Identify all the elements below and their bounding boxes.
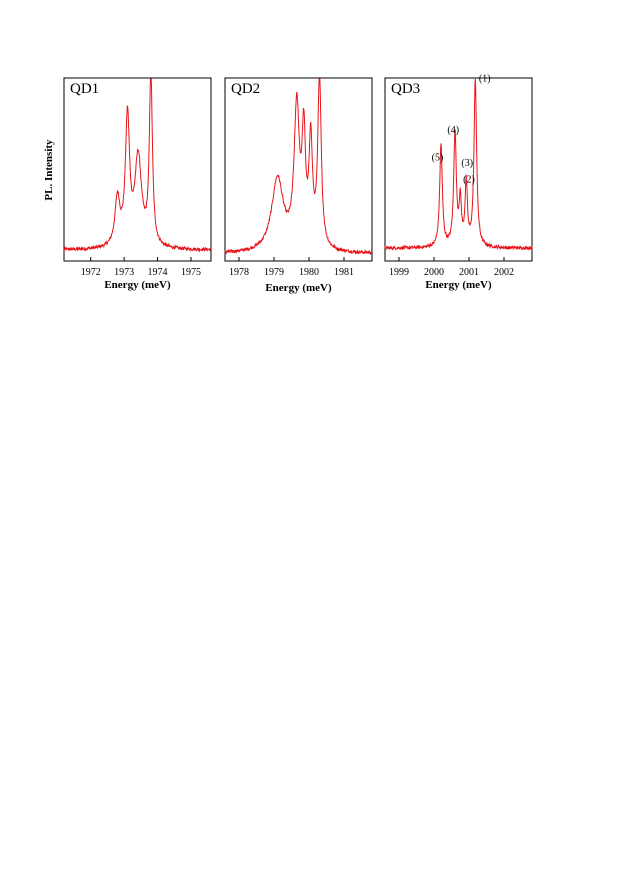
- panel-qd3: QD3 1999 2000 2001 2002 (1) (4) (5) (3) (2) Ene…: [384, 74, 533, 291]
- panel-title: QD2: [231, 81, 260, 97]
- peak-label: (5): [432, 152, 444, 163]
- x-tick-label: 1974: [148, 267, 168, 278]
- x-tick-label: 2000: [424, 267, 444, 278]
- panel-qd1: QD1 1972 1973 1974 1975 Energy (meV): [63, 77, 212, 291]
- panel-qd2: QD2 1978 1979 1980 1981 Energy (meV): [224, 77, 373, 294]
- x-ticks: 1978 1979 1980 1981: [229, 257, 354, 278]
- annotations: (1) (4) (5) (3) (2): [432, 74, 491, 186]
- x-ticks: 1999 2000 2001 2002: [389, 257, 514, 278]
- x-tick-label: 2002: [494, 267, 514, 278]
- x-tick-label: 1979: [264, 267, 284, 278]
- panel-frame: [224, 77, 373, 262]
- x-ticks: 1972 1973 1974 1975: [81, 257, 201, 278]
- spectrum-line-qd3: [384, 78, 533, 251]
- x-axis-label: Energy (meV): [265, 282, 332, 294]
- x-tick-label: 2001: [459, 267, 479, 278]
- x-tick-label: 1973: [114, 267, 134, 278]
- x-axis-label: Energy (meV): [104, 279, 171, 291]
- x-tick-label: 1975: [181, 267, 201, 278]
- x-tick-label: 1978: [229, 267, 249, 278]
- peak-label: (1): [479, 74, 491, 85]
- x-tick-label: 1972: [81, 267, 101, 278]
- spectrum-line-qd1: [63, 78, 212, 253]
- panel-frame: [63, 77, 212, 262]
- peak-label: (2): [463, 174, 475, 185]
- panel-frame: [384, 77, 533, 262]
- x-tick-label: 1980: [299, 267, 319, 278]
- panel-title: QD3: [391, 81, 420, 97]
- x-tick-label: 1981: [334, 267, 354, 278]
- spectrum-line-qd2: [224, 78, 373, 256]
- peak-label: (4): [447, 125, 459, 136]
- x-axis-label: Energy (meV): [425, 279, 492, 291]
- panel-title: QD1: [70, 81, 99, 97]
- x-tick-label: 1999: [389, 267, 409, 278]
- y-axis-label: PL. Intensity: [43, 139, 55, 201]
- peak-label: (3): [461, 158, 473, 169]
